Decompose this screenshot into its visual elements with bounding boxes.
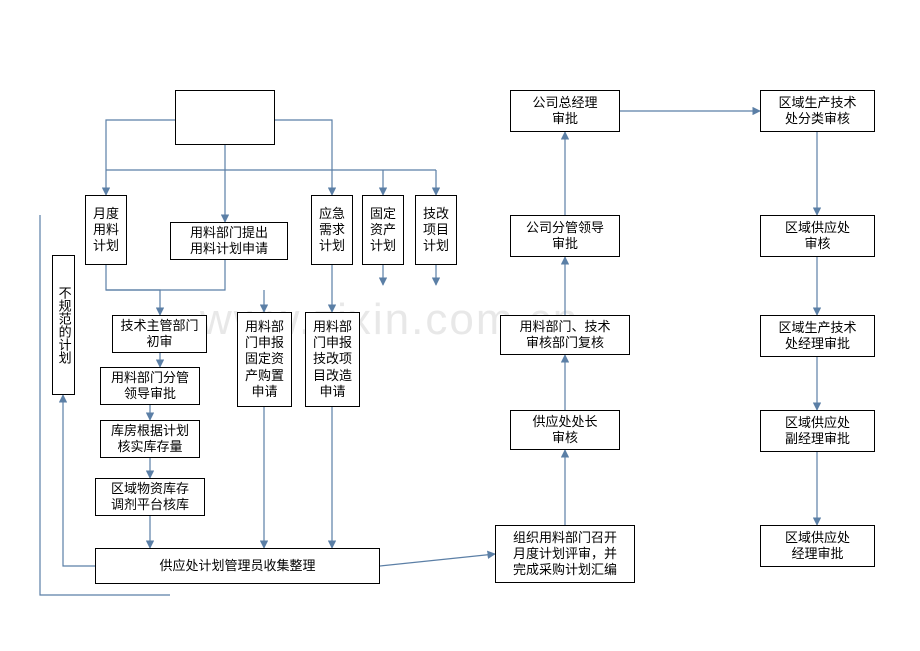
node-regionTechMgr: 区域生产技术处经理审批 [760,315,875,357]
node-deptTechRecheck: 用料部门、技术审核部门复核 [500,315,630,355]
node-regionSupplyVP: 区域供应处副经理审批 [760,410,875,452]
node-companyLeader: 公司分管领导审批 [510,215,620,257]
node-topBlank [175,90,275,145]
node-irregularPlan: 不规范的计划 [52,255,75,395]
node-warehouseCheck: 库房根据计划核实库存量 [100,420,200,458]
edge-26 [63,395,95,566]
node-regionInvAdj: 区域物资库存调剂平台核库 [95,478,205,516]
node-fixedAssetPlan: 固定资产计划 [362,195,404,265]
node-supplyChief: 供应处处长审核 [510,410,620,450]
node-deptPropose: 用料部门提出用料计划申请 [170,222,288,260]
node-techProjPlan: 技改项目计划 [415,195,457,265]
edge-2 [275,120,332,195]
node-deptFixedAsset: 用料部门申报固定资产购置申请 [237,312,292,407]
node-regionTechClass: 区域生产技术处分类审核 [760,90,875,132]
node-deptLeaderAppr: 用料部门分管领导审批 [100,367,200,405]
node-orgMonthlyRev: 组织用料部门召开月度计划评审，并完成采购计划汇编 [495,525,635,583]
node-regionSupplyMgr: 区域供应处经理审批 [760,525,875,567]
edge-12 [106,265,160,315]
node-monthlyPlan: 月度用料计划 [85,195,127,265]
edge-1 [106,120,175,195]
edge-22 [380,554,495,566]
node-techDeptReview: 技术主管部门初审 [112,315,207,353]
node-deptTechProj: 用料部门申报技改项目改造申请 [305,312,360,407]
node-mgrApproval: 公司总经理审批 [510,90,620,132]
node-emergencyPlan: 应急需求计划 [311,195,353,265]
node-supplyPlanner: 供应处计划管理员收集整理 [95,548,380,584]
node-regionSupplyAud: 区域供应处审核 [760,215,875,257]
